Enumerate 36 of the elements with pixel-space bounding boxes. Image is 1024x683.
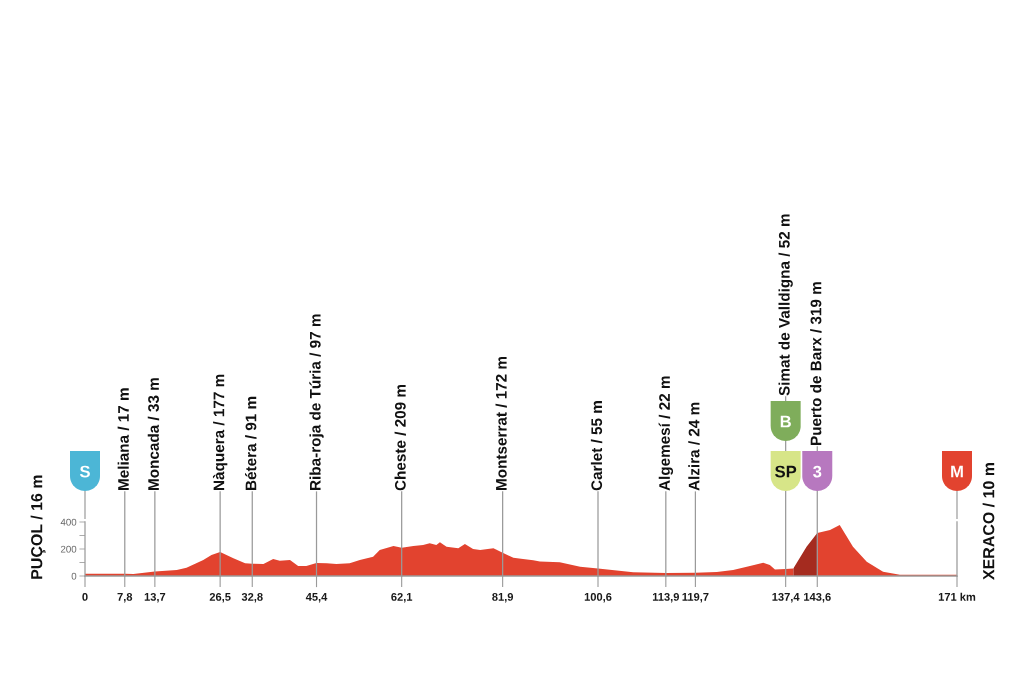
ref-line-label: Meliana / 17 m	[117, 388, 130, 490]
text: S	[79, 465, 90, 478]
x-tick-label: 143,6	[804, 592, 831, 603]
ref-line-label: Puerto de Barx / 319 m	[810, 282, 822, 445]
text: SP	[775, 465, 797, 478]
ref-line-label: Simat de Valldigna / 52 m	[778, 214, 793, 396]
y-tick-label: 0	[71, 572, 77, 580]
annotation: XERACO / 10 m	[982, 463, 995, 580]
ref-line-label: Nàquera / 177 m	[212, 374, 228, 490]
ref-line-label: Bétera / 91 m	[245, 396, 257, 490]
x-tick-label: 0	[82, 592, 88, 601]
x-tick-label: 13,7	[144, 592, 166, 603]
ref-line-label: Montserrat / 172 m	[495, 356, 507, 490]
x-tick-label: 7,8	[117, 592, 133, 603]
ref-line-label: Alzira / 24 m	[688, 402, 700, 491]
x-tick-label: 113,9	[652, 592, 680, 603]
x-tick-label: 62,1	[391, 592, 413, 603]
y-tick-label: 400	[60, 518, 77, 526]
text: M	[951, 465, 963, 478]
ref-line-label: Cheste / 209 m	[394, 384, 406, 491]
ref-line-label: Moncada / 33 m	[147, 378, 160, 490]
ref-line-label: Riba-roja de Túria / 97 m	[309, 314, 324, 490]
text: 3	[813, 465, 822, 478]
x-tick-label: 100,6	[584, 592, 612, 603]
ref-line-label: Algemesí / 22 m	[658, 376, 674, 491]
x-tick-label: 26,5	[209, 592, 231, 603]
x-tick-label: 45,4	[305, 593, 328, 603]
x-tick-label: 137,4	[772, 592, 800, 603]
x-tick-label: 81,9	[492, 592, 514, 603]
x-tick-label: 119,7	[682, 592, 709, 603]
text: B	[780, 415, 791, 428]
ref-line-label: Carlet / 55 m	[590, 401, 603, 491]
x-tick-label: 171 km	[938, 592, 976, 601]
annotation: PUÇOL / 16 m	[30, 475, 46, 579]
y-tick-label: 200	[60, 545, 77, 553]
x-tick-label: 32,8	[241, 592, 263, 603]
